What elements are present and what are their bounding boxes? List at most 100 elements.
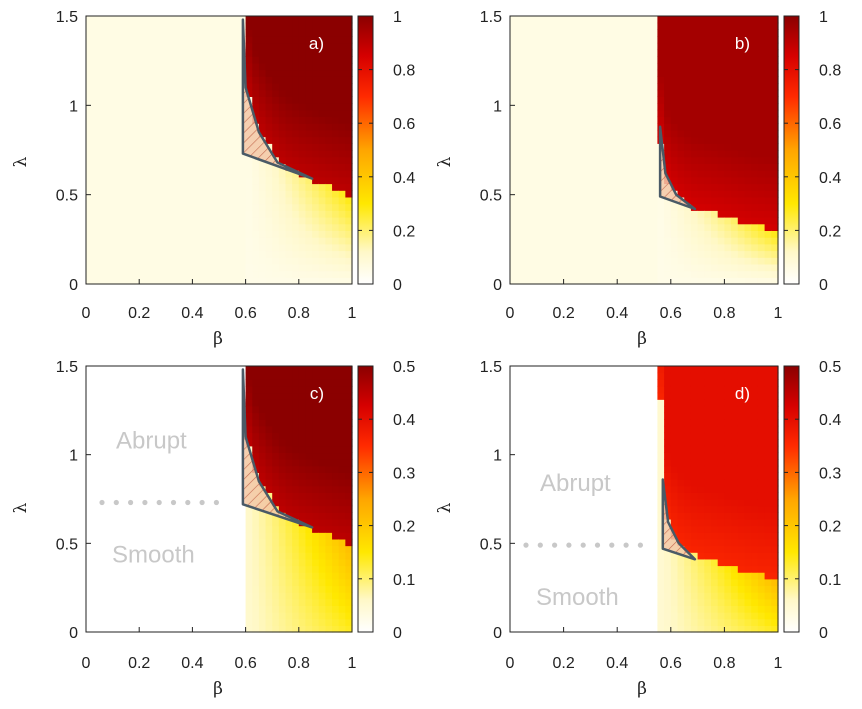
heatmap-cell	[86, 538, 94, 547]
heatmap-cell	[590, 89, 598, 97]
heatmap-cell	[132, 505, 140, 513]
heatmap-cell	[245, 223, 253, 231]
heatmap-cell	[523, 237, 531, 245]
heatmap-cell	[92, 150, 100, 158]
heatmap-cell	[731, 56, 739, 64]
heatmap-cell	[597, 217, 605, 225]
heatmap-cell	[159, 49, 167, 57]
heatmap-cell	[305, 277, 313, 285]
heatmap-cell	[318, 156, 326, 164]
heatmap-cell	[119, 405, 127, 414]
heatmap-cell	[530, 150, 538, 158]
heatmap-cell	[536, 183, 545, 191]
heatmap-cell	[139, 592, 147, 600]
heatmap-cell	[305, 76, 313, 84]
heatmap-cell	[99, 42, 107, 51]
heatmap-cell	[744, 263, 752, 272]
heatmap-cell	[332, 518, 340, 527]
heatmap-cell	[556, 190, 565, 198]
heatmap-cell	[563, 143, 571, 151]
heatmap-cell	[751, 69, 759, 77]
heatmap-cell	[285, 492, 293, 500]
heatmap-cell	[338, 237, 346, 245]
heatmap-cell	[139, 419, 147, 427]
heatmap-cell	[764, 36, 772, 44]
x-tick-label: 0.6	[234, 655, 256, 672]
heatmap-cell	[543, 250, 551, 258]
heatmap-cell	[704, 62, 712, 71]
heatmap-cell	[192, 170, 200, 178]
heatmap-cell	[112, 419, 120, 427]
y-tick-label: 1.5	[480, 9, 502, 26]
heatmap-cell	[590, 156, 598, 164]
heatmap-cell	[105, 412, 114, 420]
heatmap-cell	[272, 22, 280, 30]
heatmap-cell	[192, 505, 200, 513]
heatmap-cell	[145, 605, 154, 613]
heatmap-cell	[199, 163, 207, 171]
heatmap-cell	[252, 565, 260, 573]
heatmap-cell	[219, 190, 227, 198]
heatmap-cell	[556, 196, 565, 205]
heatmap-cell	[677, 69, 685, 77]
heatmap-cell	[312, 83, 320, 91]
heatmap-cell	[125, 263, 134, 272]
heatmap-cell	[711, 183, 719, 191]
heatmap-cell	[99, 123, 107, 131]
heatmap-cell	[305, 49, 313, 57]
heatmap-cell	[771, 116, 779, 124]
heatmap-cell	[610, 237, 618, 245]
heatmap-cell	[278, 445, 287, 454]
heatmap-cell	[272, 103, 280, 111]
heatmap-cell	[105, 512, 114, 520]
heatmap-cell	[219, 612, 227, 620]
heatmap-cell	[610, 263, 618, 272]
heatmap-cell	[510, 558, 518, 567]
heatmap-cell	[550, 163, 558, 171]
heatmap-cell	[232, 203, 240, 211]
heatmap-cell	[523, 109, 531, 118]
heatmap-cell	[305, 585, 313, 593]
heatmap-cell	[318, 270, 326, 278]
heatmap-cell	[711, 176, 719, 185]
heatmap-cell	[771, 42, 779, 51]
heatmap-cell	[152, 585, 160, 593]
heatmap-cell	[179, 618, 187, 626]
heatmap-cell	[152, 605, 160, 613]
heatmap-cell	[179, 263, 187, 272]
heatmap-cell	[92, 123, 100, 131]
heatmap-cell	[92, 237, 100, 245]
heatmap-cell	[318, 499, 326, 507]
heatmap-cell	[684, 49, 692, 57]
heatmap-cell	[179, 136, 187, 144]
heatmap-cell	[245, 425, 253, 434]
heatmap-cell	[159, 492, 167, 500]
heatmap-cell	[543, 89, 551, 97]
heatmap-cell	[159, 196, 167, 205]
heatmap-cell	[199, 270, 207, 278]
heatmap-cell	[252, 76, 260, 84]
heatmap-cell	[232, 485, 240, 493]
heatmap-cell	[771, 263, 779, 272]
heatmap-cell	[530, 237, 538, 245]
heatmap-cell	[272, 439, 280, 447]
heatmap-cell	[185, 618, 193, 626]
heatmap-cell	[711, 103, 719, 111]
heatmap-cell	[179, 103, 187, 111]
heatmap-cell	[312, 16, 320, 24]
heatmap-cell	[172, 49, 180, 57]
heatmap-cell	[219, 425, 227, 434]
heatmap-cell	[603, 42, 612, 51]
heatmap-cell	[744, 129, 752, 138]
heatmap-cell	[338, 22, 346, 30]
heatmap-cell	[99, 109, 107, 118]
heatmap-cell	[677, 89, 685, 97]
heatmap-cell	[523, 143, 531, 151]
heatmap-cell	[603, 89, 612, 97]
heatmap-cell	[657, 83, 665, 91]
heatmap-cell	[145, 150, 154, 158]
heatmap-cell	[165, 499, 174, 507]
heatmap-cell	[152, 432, 160, 440]
heatmap-cell	[650, 217, 658, 225]
heatmap-cell	[145, 143, 154, 151]
